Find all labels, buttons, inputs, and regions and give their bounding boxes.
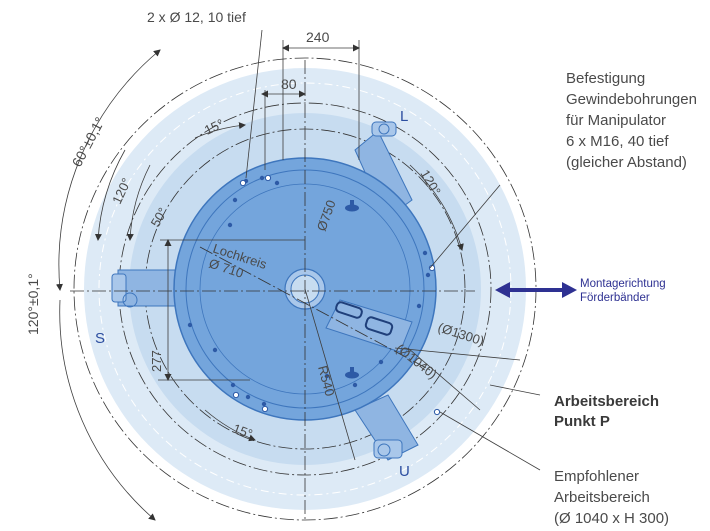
double-arrow-horizontal-icon bbox=[495, 282, 577, 298]
axis-label-l: L bbox=[400, 108, 408, 125]
svg-text:Arbeitsbereich: Arbeitsbereich bbox=[554, 489, 650, 506]
svg-text:(gleicher Abstand): (gleicher Abstand) bbox=[566, 154, 687, 171]
svg-text:Montagerichtung: Montagerichtung bbox=[580, 278, 666, 290]
dim-60: 60°±0,1° bbox=[69, 114, 108, 169]
dim-240: 240 bbox=[306, 29, 330, 45]
dim-15-bottom: 15° bbox=[231, 421, 255, 442]
annotation-empfohlen: Empfohlener Arbeitsbereich (Ø 1040 x H 3… bbox=[554, 468, 669, 527]
svg-text:Empfohlener: Empfohlener bbox=[554, 468, 639, 485]
connector-plate bbox=[325, 299, 413, 353]
montage-direction: Montagerichtung Förderbänder bbox=[495, 278, 666, 304]
axis-label-s: S bbox=[95, 330, 105, 347]
dim-holes: 2 x Ø 12, 10 tief bbox=[147, 9, 246, 25]
dim-80: 80 bbox=[281, 76, 297, 92]
svg-text:Förderbänder: Förderbänder bbox=[580, 292, 650, 304]
dim-120-outer: 120°±0,1° bbox=[25, 273, 41, 335]
svg-text:Arbeitsbereich: Arbeitsbereich bbox=[554, 393, 659, 410]
svg-text:(Ø 1040 x H 300): (Ø 1040 x H 300) bbox=[554, 510, 669, 527]
svg-text:Gewindebohrungen: Gewindebohrungen bbox=[566, 91, 697, 108]
bolt-holes bbox=[187, 175, 431, 407]
annotation-befestigung: Befestigung Gewindebohrungen für Manipul… bbox=[566, 70, 697, 171]
dim-277: 277 bbox=[149, 350, 164, 372]
svg-text:für Manipulator: für Manipulator bbox=[566, 112, 666, 129]
svg-text:Punkt P: Punkt P bbox=[554, 413, 610, 430]
axis-label-u: U bbox=[399, 463, 410, 480]
annotation-arbeitsbereich-p: Arbeitsbereich Punkt P bbox=[554, 393, 659, 430]
svg-text:6 x M16, 40 tief: 6 x M16, 40 tief bbox=[566, 133, 669, 150]
svg-text:Befestigung: Befestigung bbox=[566, 70, 645, 87]
arm-u bbox=[354, 394, 419, 461]
